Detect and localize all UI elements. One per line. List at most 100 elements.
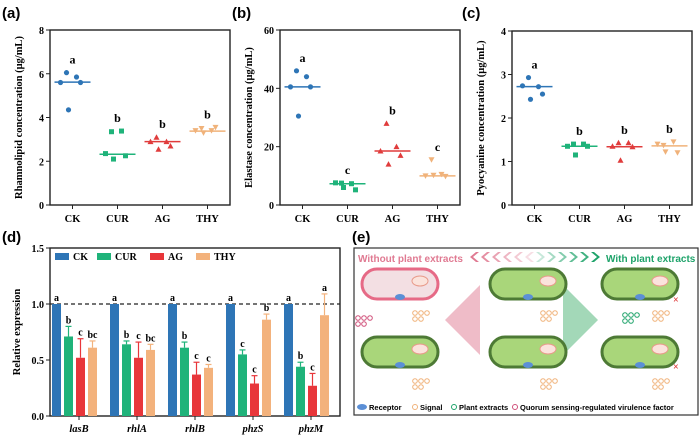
bar-cur — [64, 336, 73, 416]
signal-molecule — [652, 316, 658, 322]
x-tick-label: CUR — [336, 214, 359, 225]
signal-molecule — [412, 384, 418, 390]
significance-letter: c — [240, 339, 245, 350]
nucleoid — [411, 275, 429, 287]
chevron-icon — [470, 252, 479, 262]
data-point — [198, 125, 205, 132]
data-point — [625, 139, 632, 146]
data-point — [539, 91, 546, 97]
signal-molecule — [540, 384, 546, 390]
significance-letter: b — [182, 331, 188, 342]
significance-letter: a — [228, 293, 233, 304]
significance-letter: a — [300, 51, 306, 65]
x-tick-label: rhlA — [127, 424, 147, 435]
chevron-icon — [503, 252, 512, 262]
significance-letter: b — [204, 107, 211, 121]
receptor-icon — [523, 362, 533, 368]
legend-label: AG — [168, 252, 183, 263]
green-gradient-wedge — [563, 285, 598, 355]
data-point — [303, 74, 310, 80]
blocked-x-icon: × — [673, 362, 679, 373]
x-tick-label: AG — [617, 214, 633, 225]
receptor-icon — [357, 404, 367, 410]
virulence-factor-molecule — [367, 315, 373, 321]
data-point — [535, 84, 542, 90]
data-point — [581, 141, 586, 147]
y-tick-label: 0.5 — [32, 356, 45, 367]
y-tick-label: 2 — [39, 157, 44, 168]
significance-letter: b — [66, 315, 72, 326]
x-tick-label: phzS — [241, 424, 263, 435]
significance-letter: bc — [146, 333, 157, 344]
chevron-icon — [547, 252, 556, 262]
bar-thy — [204, 367, 213, 416]
data-point — [383, 120, 390, 126]
bar-thy — [88, 347, 97, 416]
signal-molecule — [412, 310, 418, 316]
receptor-icon — [395, 362, 405, 368]
bar-ck — [168, 304, 177, 416]
bar-cur — [296, 366, 305, 416]
data-point — [153, 134, 160, 140]
scatter-panel-c: (c) 0 1 2 3 4 Pyocyanine concentration (μg/mL)… — [462, 5, 693, 225]
chevron-icon — [481, 252, 490, 262]
significance-letter: c — [435, 140, 441, 154]
scatter-panel-b: (b) 0 20 40 60 Elastase concentration (μg/mL)… — [232, 5, 461, 225]
x-tick-label: phzM — [298, 424, 324, 435]
x-tick-label: CUR — [568, 214, 591, 225]
legend-label: CK — [73, 252, 88, 263]
signal-molecule — [424, 310, 430, 316]
significance-letter: a — [170, 293, 175, 304]
virulence-factor-molecule — [355, 321, 361, 327]
data-point — [609, 143, 616, 149]
signal-molecule — [658, 310, 664, 316]
y-tick-label: 40 — [264, 84, 274, 95]
data-point — [155, 146, 162, 152]
signal-molecule — [540, 316, 546, 322]
blocked-x-icon: × — [673, 295, 679, 306]
bar-thy — [320, 315, 329, 416]
significance-letter: a — [70, 53, 76, 67]
nucleoid — [539, 275, 557, 287]
signal-molecule — [546, 316, 552, 322]
signal-molecule — [664, 378, 670, 384]
panel-label: (a) — [2, 5, 20, 22]
significance-letter: a — [112, 293, 117, 304]
data-point — [109, 129, 114, 135]
data-point — [422, 173, 429, 179]
receptor-icon — [635, 362, 645, 368]
bar-thy — [146, 349, 155, 416]
y-axis-label: Relative expression — [12, 289, 23, 376]
plot-frame — [511, 30, 693, 206]
bar-thy — [262, 319, 271, 416]
significance-letter: b — [576, 124, 583, 138]
data-point — [519, 83, 526, 89]
y-tick-label: 0 — [39, 201, 44, 212]
y-axis-label: Pyocyanine concentration (μg/mL) — [476, 40, 487, 196]
significance-letter: c — [345, 163, 351, 177]
receptor-icon — [523, 294, 533, 300]
data-point — [565, 143, 570, 149]
y-tick-label: 60 — [264, 26, 274, 37]
y-tick-label: 8 — [39, 26, 44, 37]
panel-label: (d) — [2, 229, 21, 246]
data-point — [617, 157, 624, 163]
data-point — [341, 185, 346, 190]
significance-letter: a — [54, 293, 59, 304]
data-point — [353, 187, 358, 193]
legend-swatch-cur — [97, 253, 111, 260]
nucleoid — [651, 343, 669, 355]
significance-letter: b — [666, 122, 673, 136]
data-point — [428, 157, 435, 163]
chevron-icon — [525, 252, 534, 262]
legend-signal: Signal — [420, 403, 443, 412]
chevron-icon — [492, 252, 501, 262]
plot-frame — [279, 29, 461, 206]
nucleoid — [651, 275, 669, 287]
significance-letter: b — [621, 123, 628, 137]
data-point — [65, 107, 72, 113]
x-tick-label: THY — [196, 214, 219, 225]
signal-molecule — [418, 316, 424, 322]
